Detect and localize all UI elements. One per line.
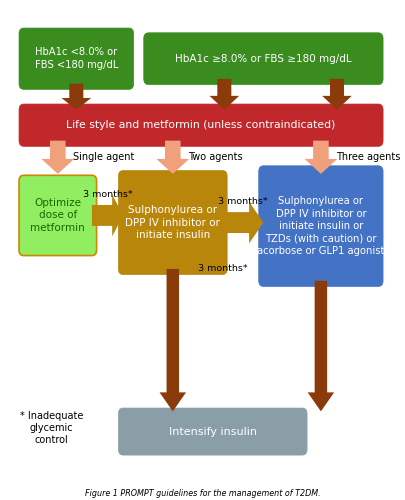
Text: HbA1c ≥8.0% or FBS ≥180 mg/dL: HbA1c ≥8.0% or FBS ≥180 mg/dL — [175, 54, 351, 64]
Text: Sulphonylurea or
DPP IV inhibitor or
initiate insulin: Sulphonylurea or DPP IV inhibitor or ini… — [125, 205, 220, 240]
Polygon shape — [62, 84, 91, 110]
Text: Life style and metformin (unless contraindicated): Life style and metformin (unless contrai… — [66, 120, 335, 130]
FancyBboxPatch shape — [19, 176, 96, 256]
Text: Figure 1 PROMPT guidelines for the management of T2DM.: Figure 1 PROMPT guidelines for the manag… — [85, 488, 320, 498]
Text: 3 months*: 3 months* — [217, 197, 267, 206]
Polygon shape — [92, 194, 123, 236]
Text: Sulphonylurea or
DPP IV inhibitor or
initiate insulin or
TZDs (with caution) or
: Sulphonylurea or DPP IV inhibitor or ini… — [257, 196, 384, 256]
Polygon shape — [307, 281, 333, 411]
Text: HbA1c <8.0% or
FBS <180 mg/dL: HbA1c <8.0% or FBS <180 mg/dL — [34, 48, 118, 70]
Text: Single agent: Single agent — [73, 152, 134, 162]
Text: 3 months*: 3 months* — [198, 264, 247, 274]
Polygon shape — [209, 79, 239, 110]
Polygon shape — [159, 269, 185, 412]
Polygon shape — [304, 140, 337, 174]
Polygon shape — [41, 140, 74, 174]
FancyBboxPatch shape — [118, 408, 306, 455]
Text: * Inadequate
glycemic
control: * Inadequate glycemic control — [20, 412, 83, 444]
FancyBboxPatch shape — [19, 104, 382, 146]
FancyBboxPatch shape — [258, 166, 382, 286]
Text: Optimize
dose of
metformin: Optimize dose of metformin — [30, 198, 85, 233]
Text: Three agents: Three agents — [336, 152, 400, 162]
Text: Two agents: Two agents — [188, 152, 243, 162]
FancyBboxPatch shape — [19, 28, 133, 90]
FancyBboxPatch shape — [118, 170, 227, 274]
Polygon shape — [322, 79, 351, 110]
Text: 3 months*: 3 months* — [83, 190, 132, 199]
FancyBboxPatch shape — [143, 33, 382, 84]
Text: Intensify insulin: Intensify insulin — [168, 426, 256, 436]
Polygon shape — [156, 140, 189, 174]
Polygon shape — [222, 202, 263, 243]
